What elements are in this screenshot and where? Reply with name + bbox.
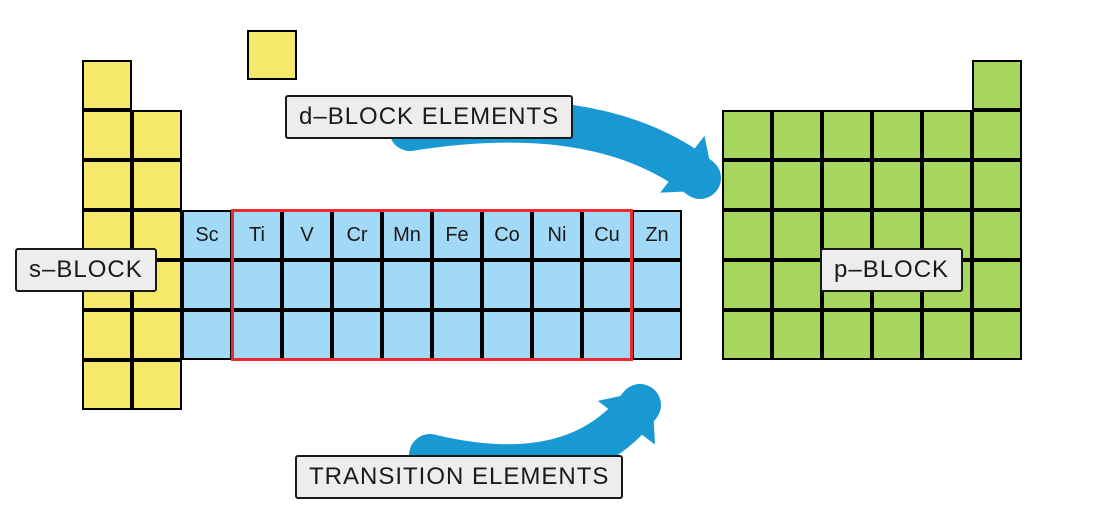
element-cell — [182, 310, 232, 360]
element-cell — [632, 310, 682, 360]
element-cell — [972, 60, 1022, 110]
element-cell — [82, 310, 132, 360]
d_block-label: d–BLOCK ELEMENTS — [285, 95, 573, 139]
element-cell — [972, 210, 1022, 260]
element-cell — [772, 110, 822, 160]
element-cell — [132, 160, 182, 210]
element-cell — [922, 110, 972, 160]
element-cell — [722, 210, 772, 260]
element-cell — [772, 260, 822, 310]
element-cell — [82, 60, 132, 110]
element-cell — [822, 110, 872, 160]
element-cell — [922, 160, 972, 210]
element-cell — [872, 160, 922, 210]
element-cell — [132, 310, 182, 360]
p_block-label: p–BLOCK — [820, 248, 963, 292]
element-cell — [722, 160, 772, 210]
element-cell — [82, 110, 132, 160]
element-cell-Zn: Zn — [632, 210, 682, 260]
element-cell — [772, 310, 822, 360]
element-cell — [972, 310, 1022, 360]
element-cell — [632, 260, 682, 310]
element-cell — [872, 310, 922, 360]
s_block-label: s–BLOCK — [15, 248, 157, 292]
element-cell — [132, 360, 182, 410]
element-cell — [247, 30, 297, 80]
element-cell — [132, 110, 182, 160]
element-cell — [182, 260, 232, 310]
element-cell — [722, 260, 772, 310]
element-cell — [772, 210, 822, 260]
element-cell — [722, 310, 772, 360]
element-cell — [822, 160, 872, 210]
element-cell — [972, 260, 1022, 310]
element-cell — [772, 160, 822, 210]
element-cell — [822, 310, 872, 360]
element-cell-Sc: Sc — [182, 210, 232, 260]
element-cell — [972, 160, 1022, 210]
element-cell — [82, 160, 132, 210]
element-cell — [722, 110, 772, 160]
transition-label: TRANSITION ELEMENTS — [295, 455, 623, 499]
element-cell — [922, 310, 972, 360]
element-cell — [872, 110, 922, 160]
element-cell — [972, 110, 1022, 160]
transition-elements-outline — [231, 209, 633, 361]
element-cell — [82, 360, 132, 410]
